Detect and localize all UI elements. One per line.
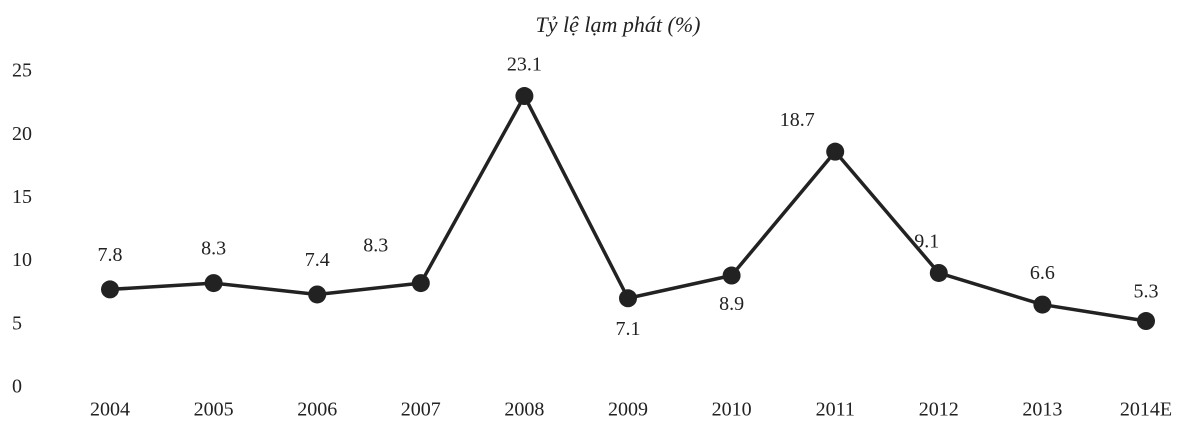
marker	[308, 285, 327, 304]
x-tick-label: 2012	[919, 399, 959, 421]
x-tick-label: 2013	[1022, 399, 1062, 421]
data-label: 8.3	[201, 238, 226, 260]
x-tick-label: 2006	[297, 399, 337, 421]
y-tick-label: 0	[12, 376, 22, 398]
data-label: 7.4	[305, 249, 330, 271]
y-tick-label: 20	[12, 123, 32, 145]
data-label: 7.1	[616, 318, 641, 340]
data-label: 6.6	[1030, 262, 1055, 284]
x-tick-label: 2008	[504, 399, 544, 421]
marker	[1137, 312, 1155, 331]
y-tick-label: 15	[12, 186, 32, 208]
x-tick-label: 2011	[816, 399, 855, 421]
data-label: 23.1	[507, 54, 542, 76]
marker	[411, 274, 430, 293]
x-tick-label: 2009	[608, 399, 648, 421]
y-tick-label: 10	[12, 249, 32, 271]
data-label: 18.7	[780, 109, 815, 131]
marker	[515, 87, 534, 106]
x-tick-label: 2007	[401, 399, 441, 421]
marker	[619, 289, 637, 308]
data-label: 9.1	[914, 231, 939, 253]
x-tick-label: 2004	[90, 399, 130, 421]
marker	[826, 142, 845, 161]
x-tick-label: 2010	[712, 399, 752, 421]
marker	[1033, 295, 1052, 314]
data-label: 7.8	[98, 244, 123, 266]
marker	[722, 266, 741, 285]
x-tick-label: 2014E	[1120, 399, 1172, 421]
x-tick-label: 2005	[194, 399, 234, 421]
y-tick-label: 5	[12, 312, 22, 334]
y-tick-label: 25	[12, 60, 32, 82]
marker	[929, 263, 948, 282]
marker	[204, 274, 223, 293]
data-label: 8.9	[719, 293, 744, 315]
marker	[101, 280, 119, 299]
data-label: 5.3	[1134, 281, 1159, 303]
chart-title: Tỷ lệ lạm phát (%)	[536, 12, 701, 37]
data-label: 8.3	[363, 235, 388, 257]
